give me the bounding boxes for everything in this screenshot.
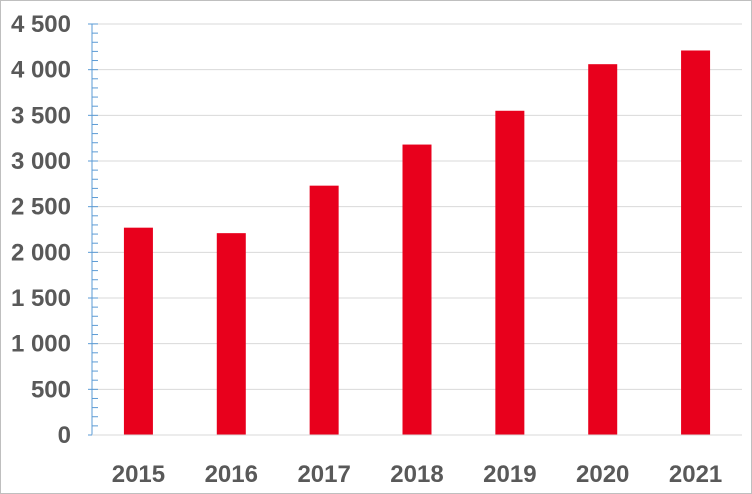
- bar-2015: [123, 227, 153, 435]
- bar-2018: [402, 144, 432, 435]
- y-tick-label: 3 500: [11, 102, 71, 129]
- bar-2016: [216, 233, 246, 435]
- y-tick-label: 2 000: [11, 239, 71, 266]
- y-tick-label: 4 000: [11, 57, 71, 84]
- y-tick-label: 3 000: [11, 148, 71, 175]
- y-tick-label: 500: [31, 376, 71, 403]
- x-tick-label: 2019: [483, 461, 536, 488]
- bar-2017: [309, 185, 339, 435]
- y-tick-label: 1 000: [11, 331, 71, 358]
- y-tick-label: 1 500: [11, 285, 71, 312]
- bar-2020: [588, 64, 618, 435]
- y-tick-label: 0: [58, 422, 71, 449]
- x-tick-label: 2017: [297, 461, 350, 488]
- x-tick-label: 2020: [576, 461, 629, 488]
- bar-2021: [681, 50, 711, 436]
- x-tick-label: 2018: [390, 461, 443, 488]
- bar-2019: [495, 110, 525, 436]
- y-tick-label: 2 500: [11, 194, 71, 221]
- y-tick-label: 4 500: [11, 11, 71, 38]
- x-tick-label: 2015: [112, 461, 165, 488]
- x-tick-label: 2021: [669, 461, 722, 488]
- x-tick-label: 2016: [205, 461, 258, 488]
